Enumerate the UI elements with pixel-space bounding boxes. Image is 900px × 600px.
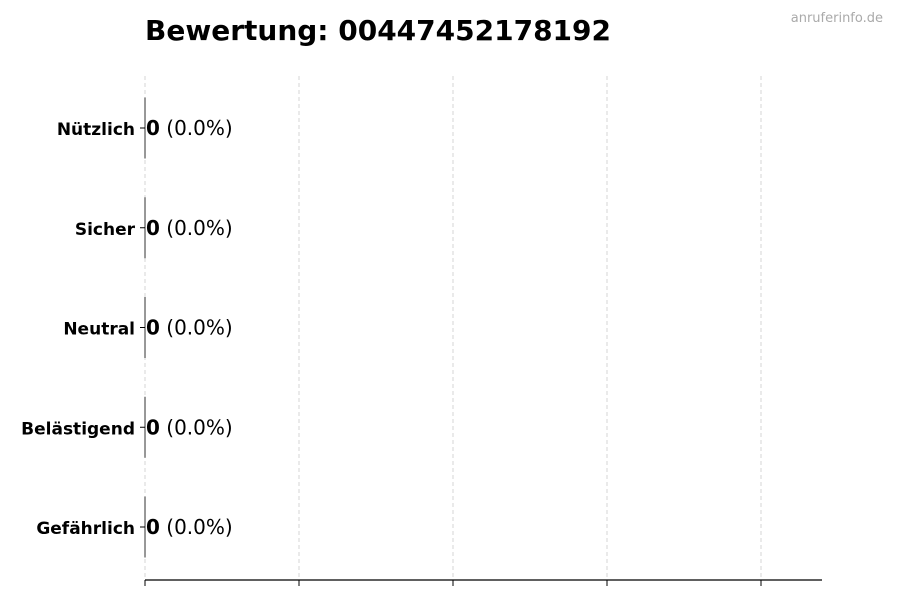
y-tick-label: Nützlich: [57, 120, 135, 140]
y-tick-label: Neutral: [63, 320, 135, 340]
data-label: 0 (0.0%): [146, 515, 233, 539]
y-tick-label: Sicher: [75, 220, 136, 240]
data-label: 0 (0.0%): [146, 116, 233, 140]
y-tick-label: Gefährlich: [36, 519, 135, 539]
chart-title: Bewertung: 00447452178192: [145, 14, 611, 47]
data-label: 0 (0.0%): [146, 316, 233, 340]
data-label: 0 (0.0%): [146, 415, 233, 439]
y-tick-label: Belästigend: [21, 419, 135, 439]
watermark: anruferinfo.de: [791, 11, 883, 26]
data-label: 0 (0.0%): [146, 216, 233, 240]
